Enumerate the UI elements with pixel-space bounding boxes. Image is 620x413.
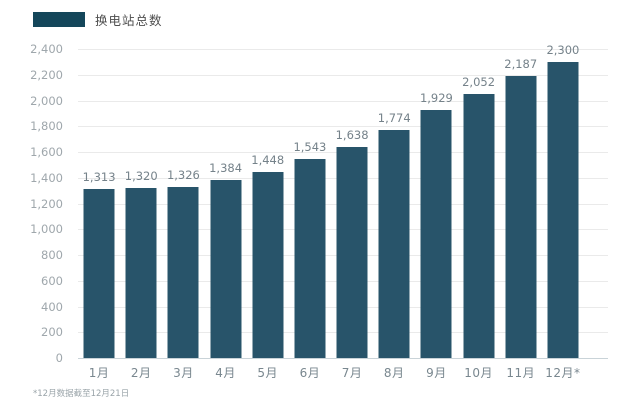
bar-value-label: 1,448: [251, 152, 285, 167]
bar: [463, 93, 495, 358]
y-axis-labels: 0 200 400 600 800 1,000 1,200 1,400 1,600 1,800 2,…: [0, 42, 63, 365]
bar: [83, 188, 115, 358]
bar-column: 2,300 12月*: [542, 43, 584, 380]
legend-swatch: [33, 12, 85, 27]
bar-column: 1,774 8月: [373, 49, 415, 380]
bar-value-label: 1,543: [293, 140, 327, 155]
bar: [167, 187, 199, 358]
y-tick-label: 400: [41, 299, 63, 314]
y-tick-label: 600: [41, 273, 63, 288]
gridline: [78, 49, 608, 50]
bar-column: 2,052 10月: [458, 49, 500, 380]
bar-value-label: 2,052: [462, 74, 496, 89]
bar-column: 2,187 11月: [500, 49, 542, 380]
y-tick-label: 2,000: [30, 93, 63, 108]
y-tick-label: 1,800: [30, 119, 63, 134]
footnote: *12月数据截至12月21日: [33, 389, 130, 399]
bar: [125, 188, 157, 358]
bar: [547, 61, 579, 358]
bar: [210, 179, 242, 358]
x-tick-label: 3月: [173, 366, 194, 380]
bar: [378, 129, 410, 358]
bar-column: 1,384 4月: [205, 49, 247, 380]
bar: [420, 109, 452, 358]
x-tick-label: 11月: [506, 366, 536, 380]
bar-column: 1,638 7月: [331, 49, 373, 380]
y-tick-label: 800: [41, 248, 63, 262]
plot-area: 1,313 1月 1,320 2月 1,326 3月 1,384 4月 1,448 5月 1,543…: [78, 43, 608, 380]
gridline: [78, 126, 608, 128]
bar: [505, 76, 537, 358]
bar-value-label: 1,638: [335, 128, 369, 143]
y-tick-label: 2,400: [30, 42, 63, 56]
y-tick-label: 1,200: [30, 196, 63, 211]
bar-column: 1,320 2月: [120, 49, 162, 380]
bar-value-label: 2,187: [504, 57, 538, 72]
x-tick-label: 4月: [215, 366, 236, 380]
bar-value-label: 1,320: [124, 169, 158, 184]
bar: [336, 147, 368, 358]
bar-column: 1,543 6月: [289, 49, 331, 380]
y-tick-label: 1,000: [30, 222, 63, 237]
bars-container: 1,313 1月 1,320 2月 1,326 3月 1,384 4月 1,448 5月 1,543…: [78, 43, 584, 380]
bar-value-label: 1,774: [377, 110, 411, 125]
y-tick-label: 200: [41, 325, 63, 340]
x-tick-label: 9月: [426, 366, 447, 380]
bar: [294, 159, 326, 358]
y-tick-label: 1,400: [30, 170, 63, 185]
y-tick-label: 1,600: [30, 145, 63, 159]
x-tick-label: 5月: [257, 366, 279, 380]
bar-column: 1,448 5月: [247, 49, 289, 380]
bar-value-label: 1,929: [419, 90, 453, 105]
x-tick-label: 1月: [88, 366, 110, 380]
bar-column: 1,326 3月: [162, 49, 204, 380]
bar-value-label: 1,326: [166, 168, 200, 183]
bar-value-label: 2,300: [546, 42, 580, 57]
x-tick-label: 6月: [299, 366, 321, 380]
bar-value-label: 1,384: [209, 160, 243, 175]
x-tick-label: 2月: [130, 366, 152, 380]
gridline: [78, 74, 608, 76]
bar: [252, 171, 284, 358]
x-axis-baseline: [78, 358, 608, 359]
x-tick-label: 10月: [464, 366, 493, 380]
legend: 换电站总数: [33, 11, 163, 28]
bar-value-label: 1,313: [82, 169, 116, 184]
legend-label: 换电站总数: [95, 13, 163, 28]
gridline: [78, 100, 608, 102]
bar-column: 1,929 9月: [415, 49, 457, 380]
bar-column: 1,313 1月: [78, 49, 120, 380]
x-tick-label: 7月: [341, 366, 363, 380]
y-tick-label: 0: [55, 351, 63, 365]
y-tick-label: 2,200: [30, 67, 63, 82]
x-tick-label: 12月*: [545, 366, 581, 380]
x-tick-label: 8月: [383, 366, 405, 380]
